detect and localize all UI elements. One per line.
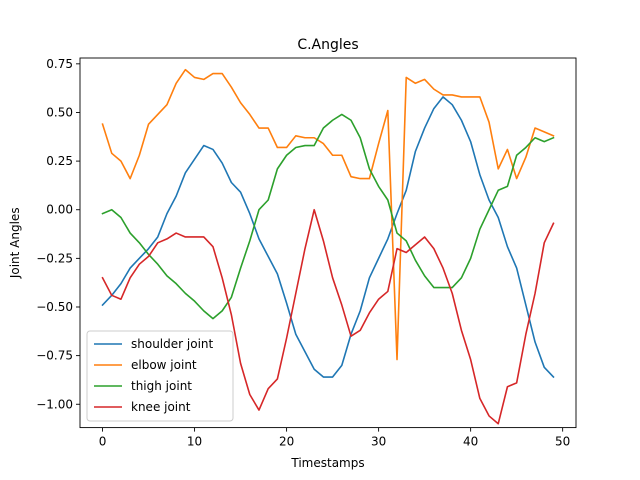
legend-label: thigh joint bbox=[131, 379, 192, 393]
chart-title: C.Angles bbox=[297, 37, 358, 53]
legend-box bbox=[86, 330, 234, 422]
x-tick-label: 20 bbox=[279, 435, 294, 449]
x-tick-label: 10 bbox=[187, 435, 202, 449]
y-tick-label: −0.75 bbox=[36, 349, 73, 363]
x-tick-label: 0 bbox=[99, 435, 107, 449]
y-tick-label: −1.00 bbox=[36, 397, 73, 411]
x-tick-label: 30 bbox=[371, 435, 386, 449]
series-layer bbox=[101, 68, 555, 425]
axes-border bbox=[79, 57, 577, 429]
y-tick-label: 0.75 bbox=[46, 57, 73, 71]
y-axis-label: Joint Angles bbox=[8, 207, 22, 279]
x-tick-label: 50 bbox=[555, 435, 570, 449]
y-tick-label: 0.25 bbox=[46, 154, 73, 168]
legend-label: shoulder joint bbox=[131, 337, 214, 351]
series-line-shoulder-joint bbox=[101, 96, 555, 379]
series-line-elbow-joint bbox=[101, 68, 555, 361]
x-axis-label: Timestamps bbox=[290, 456, 364, 470]
axes-frame bbox=[79, 57, 577, 429]
y-tick-label: 0.00 bbox=[46, 203, 73, 217]
legend: shoulder joint elbow joint thigh joint knee… bbox=[86, 330, 234, 422]
x-tick-label: 40 bbox=[463, 435, 478, 449]
y-tick-label: 0.50 bbox=[46, 105, 73, 119]
legend-label: elbow joint bbox=[131, 358, 197, 372]
series-line-knee-joint bbox=[101, 208, 555, 425]
series-line-thigh-joint bbox=[101, 113, 555, 320]
y-tick-label: −0.25 bbox=[36, 251, 73, 265]
x-axis: 0 10 20 30 40 50 bbox=[99, 427, 570, 449]
y-tick-label: −0.50 bbox=[36, 300, 73, 314]
legend-label: knee joint bbox=[131, 400, 191, 414]
y-axis: −1.00 −0.75 −0.50 −0.25 0.00 0.25 0.50 0.75 bbox=[36, 57, 80, 411]
